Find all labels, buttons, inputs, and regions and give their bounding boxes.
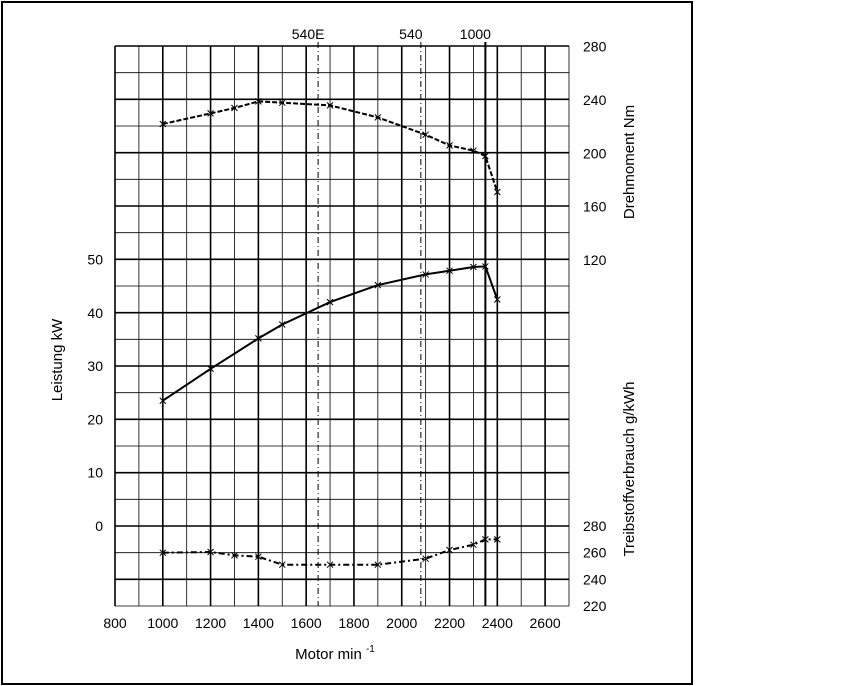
data-point-torque <box>278 99 286 107</box>
data-point-fuel <box>159 549 167 557</box>
reference-lines: 540E 540 1000 <box>292 26 491 606</box>
data-point-fuel <box>446 546 453 554</box>
data-point-power <box>207 365 214 373</box>
data-point-fuel <box>470 541 477 549</box>
left-tick-label: 50 <box>87 252 103 268</box>
data-point-power <box>255 335 262 342</box>
x-axis-label-exponent: -1 <box>366 644 375 655</box>
right-tick-label-120: 120 <box>583 252 607 268</box>
x-tick-label: 1800 <box>338 615 369 631</box>
left-tick-label: 20 <box>87 411 103 427</box>
data-point-fuel <box>231 551 238 559</box>
data-point-power <box>374 281 382 289</box>
x-tick-label: 800 <box>103 615 127 631</box>
data-series <box>159 98 501 569</box>
data-point-fuel <box>422 555 429 563</box>
right-torque-tick-label: 200 <box>583 145 607 161</box>
x-tick-label: 1400 <box>243 615 274 631</box>
data-point-fuel <box>207 548 214 556</box>
right-fuel-tick-label: 260 <box>583 545 607 561</box>
right-torque-tick-label: 280 <box>583 39 607 55</box>
data-point-torque <box>326 102 334 109</box>
right-fuel-tick-label: 280 <box>583 518 607 534</box>
data-point-torque <box>482 152 489 160</box>
data-point-power <box>470 263 477 271</box>
x-tick-label: 2600 <box>530 615 561 631</box>
x-tick-label: 2200 <box>434 615 465 631</box>
data-point-torque <box>446 142 453 149</box>
series-line-torque <box>162 100 499 193</box>
reference-line-label: 540 <box>399 26 423 42</box>
left-tick-label: 40 <box>87 305 103 321</box>
data-point-fuel <box>255 553 262 561</box>
data-point-power <box>482 263 489 270</box>
x-tick-label: 2400 <box>482 615 513 631</box>
left-axis-label: Leistung kW <box>49 318 66 401</box>
data-point-power <box>159 397 167 405</box>
data-point-torque <box>255 98 262 105</box>
right-torque-tick-label: 240 <box>583 92 607 108</box>
data-point-fuel <box>278 561 286 569</box>
data-point-power <box>446 267 453 275</box>
data-point-torque <box>159 120 167 128</box>
data-point-power <box>422 271 429 278</box>
outer-frame <box>1 1 693 685</box>
data-point-torque <box>207 110 214 117</box>
data-point-torque <box>374 114 382 121</box>
left-tick-label: 10 <box>87 465 103 481</box>
left-tick-label: 30 <box>87 358 103 374</box>
x-tick-label: 2000 <box>386 615 417 631</box>
fuel-axis-label: Treibstoffverbrauch g/kWh <box>621 381 638 556</box>
data-point-fuel <box>493 535 501 543</box>
x-axis-label: Motor min -1 <box>295 644 375 663</box>
data-point-torque <box>422 131 429 139</box>
axis-labels: 800 1000 1200 1400 1600 1800 2000 2200 2400 2600M… <box>49 39 638 663</box>
data-point-torque <box>470 147 477 155</box>
data-point-fuel <box>374 561 382 569</box>
data-point-torque <box>231 104 238 112</box>
torque-axis-label: Drehmoment Nm <box>621 105 638 219</box>
data-point-power <box>493 296 501 303</box>
data-point-power <box>278 321 286 328</box>
reference-line-label: 540E <box>292 26 325 42</box>
chart-grid <box>114 45 570 607</box>
series-line-fuel <box>162 538 498 566</box>
right-torque-tick-label: 160 <box>583 199 607 215</box>
x-tick-label: 1600 <box>291 615 322 631</box>
data-point-fuel <box>482 535 489 543</box>
data-point-fuel <box>326 561 334 569</box>
reference-line-label: 1000 <box>460 26 491 42</box>
right-fuel-tick-label: 240 <box>583 571 607 587</box>
left-tick-label: 0 <box>95 518 103 534</box>
data-point-torque <box>493 188 501 196</box>
data-point-power <box>326 298 334 306</box>
right-fuel-tick-label: 220 <box>583 598 607 614</box>
x-tick-label: 1000 <box>147 615 178 631</box>
x-tick-label: 1200 <box>195 615 226 631</box>
